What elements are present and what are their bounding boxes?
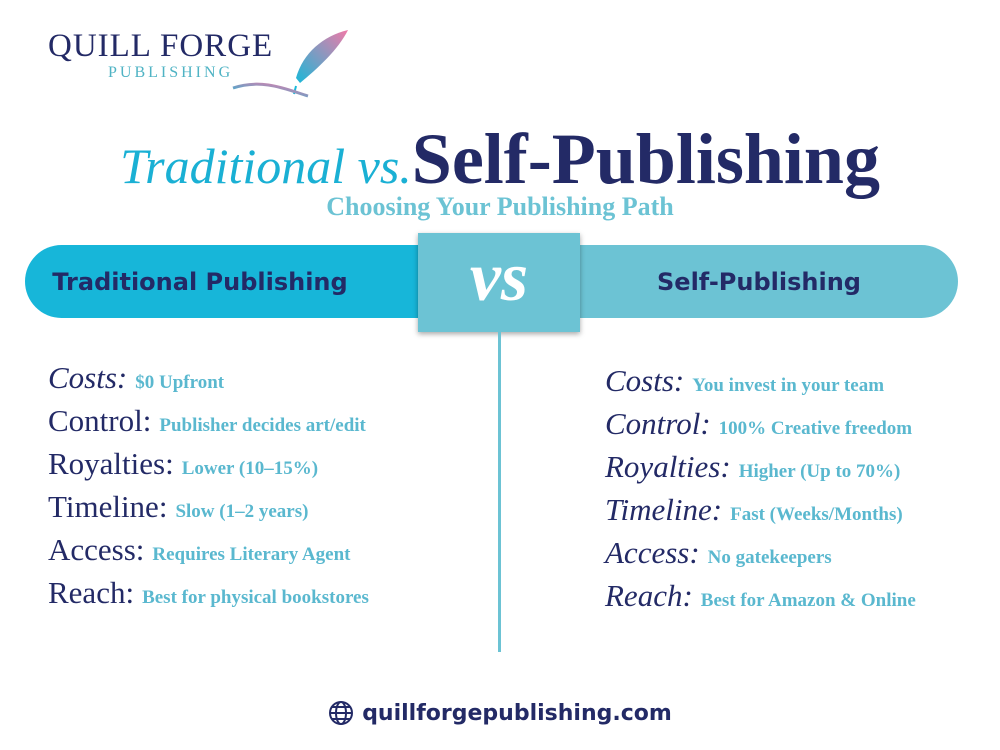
- list-item: Reach: Best for Amazon & Online: [605, 578, 916, 621]
- divider: [498, 332, 501, 652]
- list-item: Control: Publisher decides art/edit: [48, 403, 369, 446]
- list-item: Costs: $0 Upfront: [48, 360, 369, 403]
- website-link[interactable]: quillforgepublishing.com: [362, 700, 672, 726]
- item-label: Costs:: [48, 360, 128, 395]
- list-item: Access: No gatekeepers: [605, 535, 916, 578]
- item-value: Best for Amazon & Online: [700, 590, 916, 611]
- list-item: Control: 100% Creative freedom: [605, 406, 916, 449]
- list-item: Royalties: Higher (Up to 70%): [605, 449, 916, 492]
- item-label: Control:: [605, 406, 711, 441]
- list-item: Timeline: Slow (1–2 years): [48, 489, 369, 532]
- page-title: Traditional vs.Self-Publishing: [0, 118, 1000, 201]
- item-value: $0 Upfront: [135, 372, 225, 393]
- self-header: Self-Publishing: [560, 245, 958, 318]
- logo-sub: PUBLISHING: [108, 64, 234, 81]
- item-label: Reach:: [48, 575, 135, 610]
- footer: quillforgepublishing.com: [0, 700, 1000, 726]
- item-label: Royalties:: [605, 449, 731, 484]
- item-label: Timeline:: [605, 492, 723, 527]
- item-value: You invest in your team: [692, 375, 885, 396]
- globe-icon: [329, 701, 354, 725]
- self-list: Costs: You invest in your team Control: 10…: [605, 363, 916, 621]
- item-label: Costs:: [605, 363, 685, 398]
- item-label: Royalties:: [48, 446, 174, 481]
- subtitle: Choosing Your Publishing Path: [326, 192, 674, 221]
- item-value: Fast (Weeks/Months): [730, 504, 903, 525]
- list-item: Access: Requires Literary Agent: [48, 532, 369, 575]
- item-label: Access:: [48, 532, 145, 567]
- title-traditional: Traditional vs.: [120, 138, 412, 194]
- list-item: Royalties: Lower (10–15%): [48, 446, 369, 489]
- item-value: Lower (10–15%): [181, 458, 319, 479]
- title-self: Self-Publishing: [411, 119, 880, 199]
- item-value: Slow (1–2 years): [175, 501, 309, 522]
- item-label: Access:: [605, 535, 700, 570]
- traditional-list: Costs: $0 Upfront Control: Publisher decid…: [48, 360, 369, 618]
- traditional-header: Traditional Publishing: [25, 245, 445, 318]
- item-value: Publisher decides art/edit: [159, 415, 366, 436]
- item-value: Higher (Up to 70%): [738, 461, 901, 482]
- item-value: Requires Literary Agent: [152, 544, 351, 565]
- item-label: Control:: [48, 403, 152, 438]
- item-label: Reach:: [605, 578, 693, 613]
- item-label: Timeline:: [48, 489, 168, 524]
- list-item: Timeline: Fast (Weeks/Months): [605, 492, 916, 535]
- vs-badge: vs: [418, 233, 580, 332]
- item-value: No gatekeepers: [707, 547, 832, 568]
- list-item: Costs: You invest in your team: [605, 363, 916, 406]
- feather-icon: [232, 30, 348, 98]
- logo: QUILL FORGE PUBLISHING: [48, 28, 358, 103]
- list-item: Reach: Best for physical bookstores: [48, 575, 369, 618]
- logo-name: QUILL FORGE: [48, 28, 274, 64]
- item-value: Best for physical bookstores: [142, 587, 369, 608]
- item-value: 100% Creative freedom: [718, 418, 913, 439]
